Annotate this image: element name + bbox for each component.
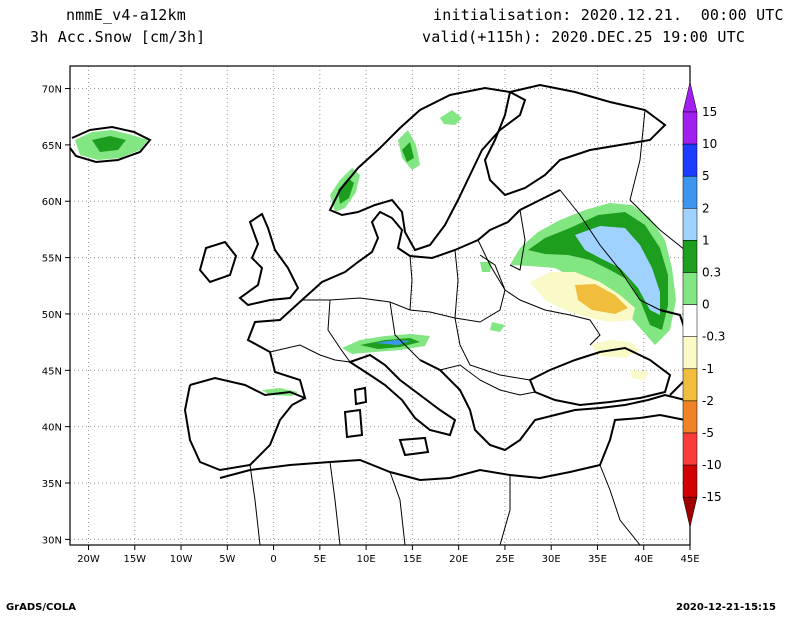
colorbar-swatch [682,111,698,145]
country-borders [249,109,686,546]
lon-tick-label: 45E [680,554,699,565]
lon-tick-label: 15W [123,554,146,565]
lat-tick-label: 30N [42,535,62,546]
lat-tick-label: 45N [42,366,62,377]
footer-timestamp: 2020-12-21-15:15 [676,602,776,613]
lat-tick-label: 55N [42,254,62,265]
footer-credit: GrADS/COLA [6,602,76,613]
colorbar-label: -2 [702,394,714,408]
lon-tick-label: 15E [403,554,422,565]
lat-tick-label: 40N [42,423,62,434]
lon-tick-label: 30E [542,554,561,565]
snowfall-fields [75,110,676,396]
lon-tick-label: 10E [357,554,376,565]
colorbar-label: 5 [702,169,710,183]
colorbar-swatch [682,208,698,241]
lon-tick-label: 35E [588,554,607,565]
lon-tick-label: 20W [77,554,100,565]
init-time: initialisation: 2020.12.21. 00:00 UTC [433,6,784,24]
lat-tick-label: 70N [42,85,62,96]
colorbar-label: 10 [702,137,717,151]
colorbar-swatch [682,368,698,402]
lon-tick-label: 40E [634,554,653,565]
colorbar-label: -15 [702,490,722,504]
lat-tick-label: 65N [42,141,62,152]
colorbar-label: 0.3 [702,266,721,280]
colorbar-arrow-top [682,81,698,113]
lat-tick-label: 50N [42,310,62,321]
colorbar-label: 2 [702,201,710,215]
colorbar-label: 15 [702,105,717,119]
colorbar-swatch [682,464,698,498]
colorbar-label: 0 [702,298,710,312]
colorbar-label: -10 [702,458,722,472]
valid-time: valid(+115h): 2020.DEC.25 19:00 UTC [422,28,746,46]
lon-tick-label: 25E [495,554,514,565]
variable-title: 3h Acc.Snow [cm/3h] [30,28,206,46]
lat-tick-label: 60N [42,197,62,208]
colorbar-label: -0.3 [702,330,725,344]
coastlines [69,83,692,482]
lon-tick-label: 20E [449,554,468,565]
lon-tick-label: 0 [270,554,276,565]
lon-tick-label: 5W [219,554,235,565]
colorbar: 15 10 5 2 1 0.3 0 -0.3 -1 -2 -5 -10 -15 [682,81,725,528]
colorbar-label: 1 [702,233,710,247]
lon-tick-label: 5E [314,554,327,565]
model-title: nmmE_v4-a12km [66,6,186,24]
colorbar-label: -5 [702,426,714,440]
colorbar-swatch [682,400,698,434]
colorbar-swatch [682,304,698,337]
colorbar-swatch [682,240,698,273]
colorbar-swatch [682,143,698,177]
colorbar-arrow-bottom [682,496,698,528]
colorbar-swatch [682,336,698,370]
colorbar-swatch [682,432,698,466]
colorbar-swatch [682,272,698,305]
colorbar-label: -1 [702,362,714,376]
lat-tick-label: 35N [42,479,62,490]
lon-tick-label: 10W [170,554,193,565]
colorbar-swatch [682,175,698,209]
